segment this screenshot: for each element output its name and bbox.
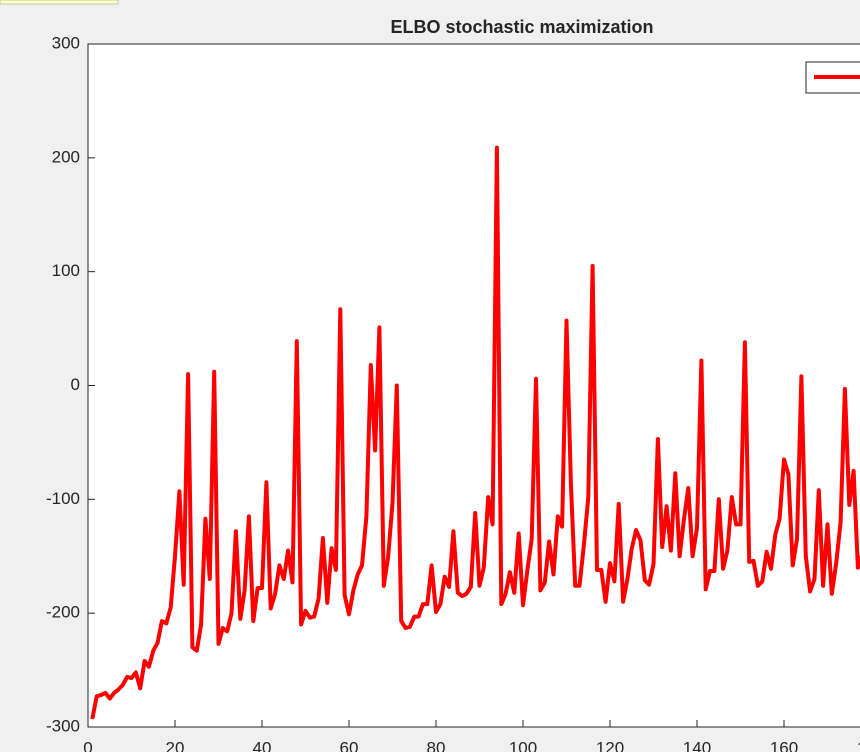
y-tick-label: -200	[46, 603, 80, 622]
x-tick-label: 120	[596, 738, 624, 752]
x-tick-label: 100	[509, 738, 537, 752]
tooltip	[0, 0, 119, 5]
x-tick-label: 80	[427, 738, 446, 752]
marks: -300 -200 -100 0 100 200 300 0 20 40 60 80 100 120 140…	[46, 33, 860, 752]
y-tick-label: -100	[46, 489, 80, 508]
y-tick-label: 300	[52, 33, 80, 52]
x-tick-label: 180	[857, 738, 860, 752]
chart-title: ELBO stochastic maximization	[390, 17, 653, 37]
x-tick-label: 60	[340, 738, 359, 752]
x-tick-label: 140	[683, 738, 711, 752]
y-tick-label: -300	[46, 716, 80, 735]
x-tick-label: 20	[166, 738, 185, 752]
line-series	[90, 145, 860, 720]
y-tick-label: 100	[52, 261, 80, 280]
x-tick-label: 40	[253, 738, 272, 752]
x-tick-label: 160	[770, 738, 798, 752]
y-tick-label: 200	[52, 147, 80, 166]
x-tick-label: 0	[83, 738, 92, 752]
y-tick-label: 0	[71, 375, 80, 394]
